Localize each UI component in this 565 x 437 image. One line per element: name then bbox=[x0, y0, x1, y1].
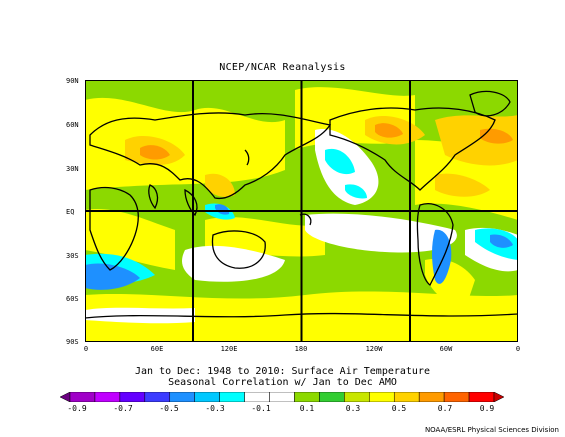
lon-label-0: 0 bbox=[83, 345, 89, 353]
colorbar-swatch bbox=[319, 392, 345, 402]
map-title: NCEP/NCAR Reanalysis bbox=[219, 62, 346, 73]
credit-text: NOAA/ESRL Physical Sciences Division bbox=[424, 426, 559, 434]
lat-label-90s: 90S bbox=[66, 338, 79, 346]
colorbar-swatch bbox=[244, 392, 270, 402]
colorbar-swatch bbox=[393, 392, 420, 402]
colorbar-swatch bbox=[418, 392, 445, 402]
lat-label-60n: 60N bbox=[66, 121, 79, 129]
colorbar-label: 0.1 bbox=[299, 404, 315, 413]
colorbar-swatch bbox=[468, 392, 495, 402]
lon-label-60e: 60E bbox=[150, 345, 164, 353]
colorbar-label: 0.9 bbox=[479, 404, 495, 413]
colorbar-label: -0.7 bbox=[113, 404, 133, 413]
lat-label-90n: 90N bbox=[66, 77, 79, 85]
colorbar-swatch bbox=[144, 392, 171, 402]
colorbar-label: -0.9 bbox=[67, 404, 87, 413]
positive-correlation-dark-orange bbox=[140, 123, 513, 160]
colorbar-label: 0.5 bbox=[391, 404, 407, 413]
colorbar-swatch bbox=[344, 392, 370, 402]
lon-label-0-end: 0 bbox=[515, 345, 521, 353]
grid-lines bbox=[85, 80, 518, 342]
colorbar-label: -0.5 bbox=[159, 404, 179, 413]
colorbar-swatch bbox=[119, 392, 146, 402]
colorbar-label: -0.3 bbox=[205, 404, 225, 413]
lat-label-30s: 30S bbox=[66, 252, 79, 260]
colorbar-swatch bbox=[194, 392, 220, 402]
colorbar-swatch bbox=[369, 392, 395, 402]
lat-label-30n: 30N bbox=[66, 165, 79, 173]
map-canvas bbox=[85, 80, 518, 342]
colorbar-swatch bbox=[94, 392, 121, 402]
colorbar-swatch bbox=[294, 392, 320, 402]
lon-label-120w: 120W bbox=[365, 345, 383, 353]
colorbar-arrow-right bbox=[493, 392, 504, 402]
colorbar-label: 0.3 bbox=[345, 404, 361, 413]
colorbar-label: -0.1 bbox=[251, 404, 271, 413]
colorbar-swatch bbox=[269, 392, 295, 402]
caption-line-2: Seasonal Correlation w/ Jan to Dec AMO bbox=[168, 377, 397, 388]
colorbar bbox=[60, 392, 504, 402]
colorbar-label: 0.7 bbox=[437, 404, 453, 413]
colorbar-swatch bbox=[443, 392, 470, 402]
map-frame bbox=[85, 80, 518, 342]
colorbar-arrow-left bbox=[60, 392, 71, 402]
colorbar-swatch bbox=[219, 392, 245, 402]
lon-label-180: 180 bbox=[294, 345, 308, 353]
lat-label-60s: 60S bbox=[66, 295, 79, 303]
lat-label-eq: EQ bbox=[66, 208, 75, 216]
lon-label-60w: 60W bbox=[439, 345, 453, 353]
correlation-map bbox=[85, 80, 518, 342]
colorbar-swatch bbox=[169, 392, 195, 402]
caption-line-1: Jan to Dec: 1948 to 2010: Surface Air Te… bbox=[134, 366, 430, 377]
colorbar-swatch bbox=[69, 392, 96, 402]
coastlines bbox=[85, 90, 518, 319]
lon-label-120e: 120E bbox=[220, 345, 238, 353]
